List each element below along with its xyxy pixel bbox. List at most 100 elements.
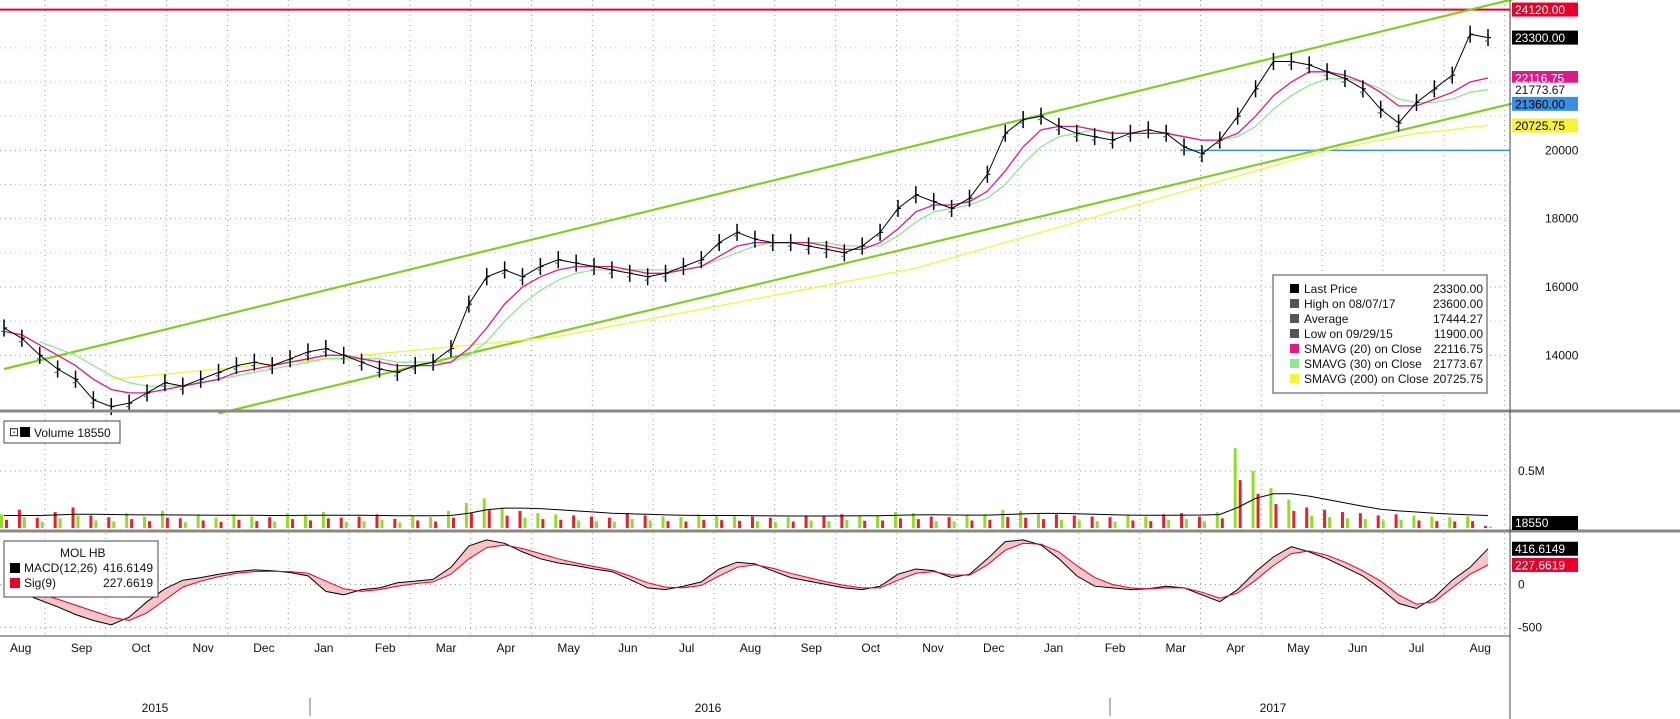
volume-panel [0,448,1492,528]
price-value-tag-label: 20725.75 [1515,119,1565,133]
x-tick-label: Feb [1105,641,1126,655]
x-tick-label: Sep [801,641,823,655]
volume-bar [1006,517,1010,528]
volume-value-tag [1512,516,1578,530]
volume-bar [1430,516,1434,528]
volume-bar [237,519,241,528]
volume-bar [577,520,581,528]
legend-value: 23600.00 [1433,297,1483,311]
x-tick-label: Aug [740,641,761,655]
volume-bar [827,521,831,528]
volume-bar [916,519,920,528]
volume-bar [590,516,594,528]
x-tick-label: Apr [497,641,516,655]
volume-bar [268,517,272,528]
legend-label: Sig(9) [24,576,56,590]
volume-bar [684,521,688,528]
price-value-tag-label: 22116.75 [1515,72,1564,86]
legend-swatch [10,578,20,588]
volume-y-tick-label: 0.5M [1518,464,1545,478]
legend-label: MACD(12,26) [24,561,97,575]
volume-bar [965,515,969,528]
macd-value-tag-label: 227.6619 [1515,558,1565,572]
price-value-tag-label: 24120.00 [1515,3,1565,17]
volume-bar [107,517,111,528]
volume-bar [970,520,974,528]
volume-bar [1466,516,1470,528]
price-legend-box [1272,274,1488,394]
volume-bar [1149,521,1153,528]
volume-bar [822,516,826,528]
volume-bar [291,519,295,528]
legend-label: SMAVG (30) on Close [1304,357,1422,371]
volume-bar [1202,521,1206,528]
volume-bar [720,520,724,528]
volume-bar [482,498,486,528]
volume-bar [1095,521,1099,528]
legend-value: 17444.27 [1433,312,1483,326]
volume-bar [536,513,540,528]
volume-bar [416,520,420,528]
x-tick-label: Jun [1348,641,1367,655]
volume-bar [505,515,509,528]
volume-bar [1126,515,1130,528]
x-tick-label: Oct [132,641,151,655]
volume-bar [679,517,683,528]
legend-value: 227.6619 [103,576,153,590]
x-tick-label: Jun [618,641,637,655]
legend-swatch [1290,284,1299,293]
legend-label: SMAVG (20) on Close [1304,342,1422,356]
volume-bar [607,517,611,528]
volume-bar [219,521,223,528]
volume-bar [308,520,312,528]
x-tick-label: Nov [192,641,213,655]
x-tick-label: Jul [1409,641,1424,655]
legend-label: Average [1304,312,1349,326]
x-tick-label: Jan [314,641,333,655]
trend-channel-line [3,0,1515,371]
volume-bar [53,512,57,528]
volume-bar [541,519,545,528]
y-tick-label: 20000 [1545,143,1579,157]
volume-bar [786,517,790,528]
volume-bar [809,520,813,528]
x-tick-label: May [557,641,580,655]
x-year-label: 2016 [695,701,722,715]
legend-swatch [1290,314,1299,323]
volume-bar [1269,488,1273,528]
legend-swatch [1290,374,1299,383]
macd-value-tag-label: 416.6149 [1515,542,1565,556]
volume-bar [1113,521,1117,528]
volume-bar [791,521,795,528]
volume-bar [487,510,491,528]
volume-value-tag-label: 18550 [1515,516,1549,530]
volume-bar [697,514,701,528]
legend-label: Low on 09/29/15 [1304,327,1393,341]
volume-bar [250,516,254,528]
volume-bar [500,507,504,528]
volume-bar [1131,520,1135,528]
x-tick-label: Mar [1166,641,1187,655]
volume-bar [934,521,938,528]
macd-legend-box [3,540,159,598]
price-legend: Last Price 23300.00 High on 08/07/17 23600.… [1272,274,1488,394]
legend-label: High on 08/07/17 [1304,297,1396,311]
volume-bar [255,521,259,528]
volume-bar [40,521,44,528]
x-tick-label: Jul [679,641,694,655]
volume-bar [398,522,402,528]
volume-bar [1233,448,1237,528]
legend-value: 21773.67 [1433,357,1483,371]
legend-value: 416.6149 [103,561,153,575]
volume-bar [1197,516,1201,528]
volume-bar [58,518,62,528]
volume-bar [1185,519,1189,528]
volume-bar [1162,514,1166,528]
moving-average-line [39,77,1489,387]
macd-panel [3,539,1489,626]
volume-bar [523,517,527,528]
volume-bar [1292,510,1296,528]
price-value-tag [1512,82,1578,97]
trend-channel-line [218,99,1525,415]
